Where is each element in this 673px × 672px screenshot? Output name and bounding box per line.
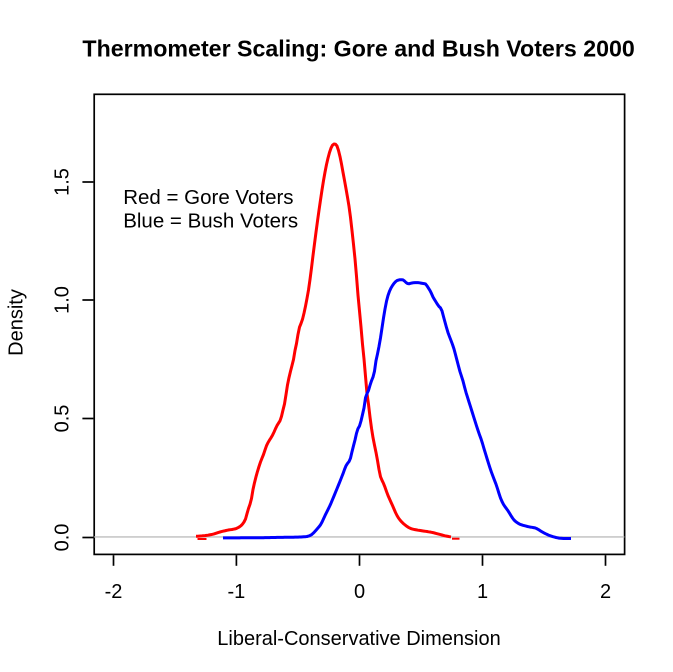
svg-text:Density: Density	[5, 289, 27, 356]
svg-text:-1: -1	[228, 581, 246, 603]
svg-text:1.0: 1.0	[52, 286, 74, 314]
svg-text:Liberal-Conservative Dimension: Liberal-Conservative Dimension	[217, 628, 500, 650]
svg-text:2: 2	[600, 581, 611, 603]
svg-text:Blue = Bush Voters: Blue = Bush Voters	[123, 210, 298, 233]
svg-text:-2: -2	[105, 581, 123, 603]
svg-text:Red = Gore Voters: Red = Gore Voters	[123, 186, 293, 209]
svg-text:1.5: 1.5	[52, 168, 74, 196]
svg-text:0: 0	[354, 581, 365, 603]
svg-text:1: 1	[477, 581, 488, 603]
svg-text:0.5: 0.5	[52, 405, 74, 433]
svg-text:0.0: 0.0	[52, 524, 74, 552]
svg-text:Thermometer Scaling: Gore and: Thermometer Scaling: Gore and Bush Voter…	[82, 36, 634, 62]
